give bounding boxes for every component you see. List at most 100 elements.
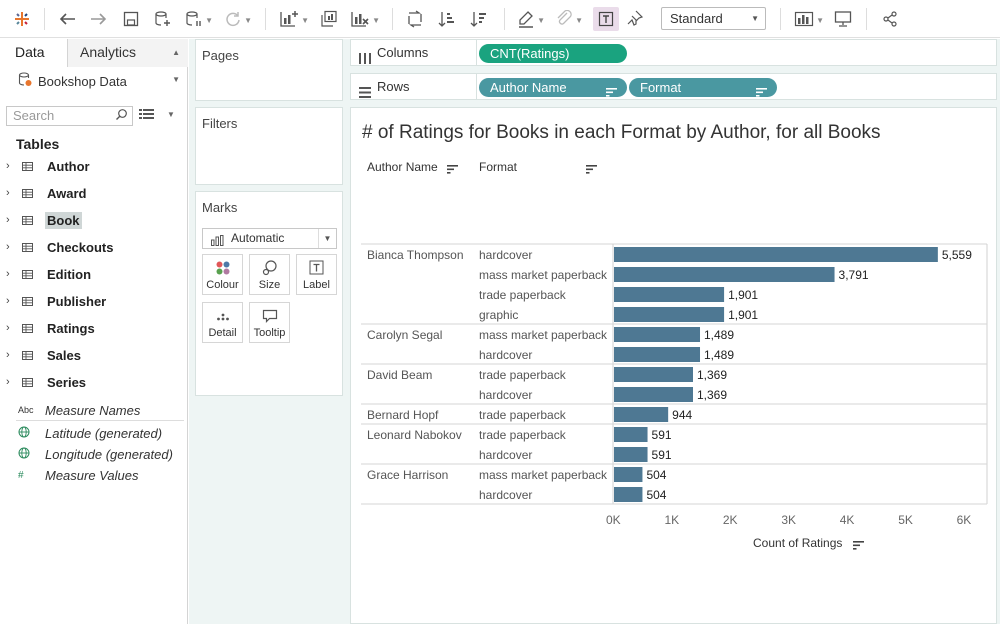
rows-shelf[interactable]: Rows Author Name Format [350, 73, 997, 100]
new-datasource-icon[interactable] [153, 7, 173, 31]
search-input[interactable]: Search [6, 106, 133, 126]
author-label[interactable]: David Beam [367, 368, 432, 382]
table-item-book[interactable]: › Book [0, 209, 186, 231]
refresh-icon[interactable]: ▼ [223, 7, 252, 31]
label-button[interactable]: Label [296, 254, 337, 295]
pill-author-name[interactable]: Author Name [479, 78, 627, 97]
chevron-right-icon[interactable]: › [6, 349, 10, 361]
bar[interactable] [614, 387, 694, 402]
field-item-latitude-generated[interactable]: Latitude (generated) [0, 423, 186, 443]
format-label[interactable]: trade paperback [479, 408, 567, 422]
pill-format[interactable]: Format [629, 78, 777, 97]
view-size-select[interactable]: Standard ▼ [661, 7, 766, 30]
filters-card[interactable]: Filters [195, 107, 343, 185]
tab-data[interactable]: Data [0, 39, 68, 67]
mark-type-select[interactable]: Automatic ▼ [202, 228, 337, 249]
format-label[interactable]: hardcover [479, 448, 532, 462]
table-item-sales[interactable]: › Sales [0, 344, 186, 366]
bar[interactable] [614, 307, 725, 322]
format-label[interactable]: hardcover [479, 388, 532, 402]
duplicate-sheet-icon[interactable] [318, 7, 340, 31]
bar[interactable] [614, 447, 648, 462]
format-label[interactable]: trade paperback [479, 288, 567, 302]
table-item-publisher[interactable]: › Publisher [0, 290, 186, 312]
bar[interactable] [614, 487, 643, 502]
format-label[interactable]: hardcover [479, 348, 532, 362]
table-item-checkouts[interactable]: › Checkouts [0, 236, 186, 258]
table-item-ratings[interactable]: › Ratings [0, 317, 186, 339]
x-axis-title[interactable]: Count of Ratings [753, 536, 843, 550]
show-me-icon[interactable]: ▼ [793, 7, 824, 31]
pill-cnt-ratings[interactable]: CNT(Ratings) [479, 44, 627, 63]
header-author-name[interactable]: Author Name [367, 160, 438, 174]
sort-ascending-icon[interactable] [437, 7, 457, 31]
tab-analytics[interactable]: Analytics ▲ ▼ [68, 39, 188, 84]
size-button[interactable]: Size [249, 254, 290, 295]
table-item-series[interactable]: › Series [0, 371, 186, 393]
sort-descending-icon[interactable] [469, 7, 489, 31]
show-mark-labels-icon[interactable] [593, 7, 619, 31]
bar[interactable] [614, 327, 701, 342]
format-label[interactable]: mass market paperback [479, 328, 608, 342]
clear-sheet-icon[interactable]: ▼ [349, 7, 380, 31]
chevron-right-icon[interactable]: › [6, 214, 10, 226]
tableau-logo-icon[interactable] [11, 7, 33, 31]
table-item-award[interactable]: › Award [0, 182, 186, 204]
author-label[interactable]: Bernard Hopf [367, 408, 439, 422]
bar[interactable] [614, 267, 835, 282]
columns-shelf[interactable]: Columns CNT(Ratings) [350, 39, 997, 66]
chevron-right-icon[interactable]: › [6, 241, 10, 253]
bar[interactable] [614, 427, 648, 442]
chevron-right-icon[interactable]: › [6, 322, 10, 334]
presentation-mode-icon[interactable] [833, 7, 853, 31]
format-label[interactable]: mass market paperback [479, 268, 608, 282]
fix-axes-icon[interactable] [625, 7, 645, 31]
chevron-down-icon[interactable]: ▼ [167, 110, 175, 119]
header-format[interactable]: Format [479, 160, 518, 174]
colour-button[interactable]: Colour [202, 254, 243, 295]
format-label[interactable]: hardcover [479, 248, 532, 262]
sort-icon[interactable] [447, 163, 458, 177]
field-item-longitude-generated[interactable]: Longitude (generated) [0, 444, 186, 464]
tooltip-button[interactable]: Tooltip [249, 302, 290, 343]
view-as-list-icon[interactable] [139, 108, 155, 124]
format-label[interactable]: hardcover [479, 488, 532, 502]
chevron-right-icon[interactable]: › [6, 376, 10, 388]
author-label[interactable]: Bianca Thompson [367, 248, 464, 262]
new-worksheet-icon[interactable]: ▼ [278, 7, 309, 31]
detail-button[interactable]: Detail [202, 302, 243, 343]
bar[interactable] [614, 367, 694, 382]
bar[interactable] [614, 347, 701, 362]
redo-icon[interactable] [88, 7, 110, 31]
author-label[interactable]: Grace Harrison [367, 468, 448, 482]
swap-rows-columns-icon[interactable] [405, 7, 425, 31]
bar[interactable] [614, 287, 725, 302]
datasource-item[interactable]: Bookshop Data [18, 72, 127, 90]
chevron-right-icon[interactable]: › [6, 187, 10, 199]
chevron-right-icon[interactable]: › [6, 295, 10, 307]
author-label[interactable]: Leonard Nabokov [367, 428, 462, 442]
format-label[interactable]: graphic [479, 308, 518, 322]
author-label[interactable]: Carolyn Segal [367, 328, 442, 342]
save-icon[interactable] [121, 7, 141, 31]
sort-icon[interactable] [586, 163, 597, 177]
field-item-measure-values[interactable]: # Measure Values [0, 465, 186, 485]
undo-icon[interactable] [56, 7, 78, 31]
bar[interactable] [614, 407, 669, 422]
bar[interactable] [614, 247, 938, 262]
pages-card[interactable]: Pages [195, 39, 343, 101]
sort-icon[interactable] [853, 539, 864, 553]
chevron-right-icon[interactable]: › [6, 268, 10, 280]
table-item-author[interactable]: › Author [0, 155, 186, 177]
field-item-measure-names[interactable]: Abc Measure Names [0, 400, 186, 420]
chevron-right-icon[interactable]: › [6, 160, 10, 172]
group-icon[interactable]: ▼ [554, 7, 583, 31]
pause-updates-icon[interactable]: ▼ [184, 7, 213, 31]
format-label[interactable]: trade paperback [479, 368, 567, 382]
table-item-edition[interactable]: › Edition [0, 263, 186, 285]
highlight-icon[interactable]: ▼ [516, 7, 545, 31]
format-label[interactable]: trade paperback [479, 428, 567, 442]
share-icon[interactable] [880, 7, 900, 31]
format-label[interactable]: mass market paperback [479, 468, 608, 482]
bar[interactable] [614, 467, 643, 482]
